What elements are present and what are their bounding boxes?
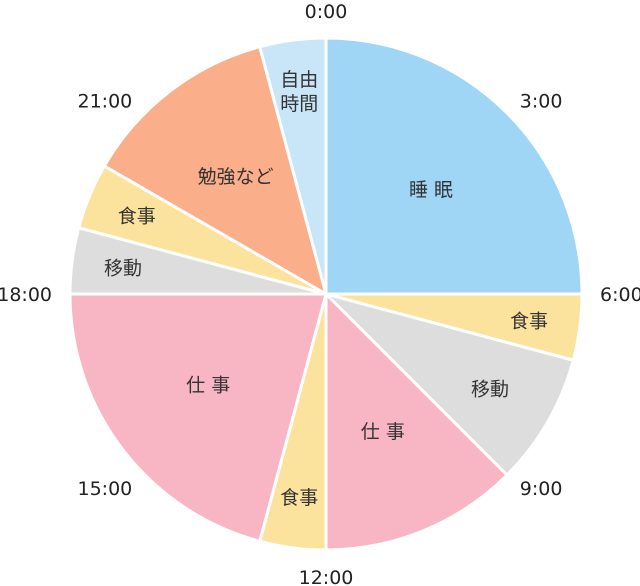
pie-slices: [68, 36, 584, 552]
slice-label: 自由時間: [280, 69, 318, 115]
hour-label: 15:00: [77, 478, 132, 500]
pie-slice: [68, 292, 328, 543]
pie-slice: [324, 292, 509, 552]
hour-label: 9:00: [520, 478, 563, 500]
slice-label: 仕 事: [361, 421, 405, 443]
slice-label: 移動: [104, 257, 142, 279]
hour-label: 3:00: [520, 90, 563, 112]
pie-slice: [324, 36, 584, 296]
pie-slice: [258, 36, 328, 296]
slice-label: 睡 眠: [409, 179, 453, 201]
slice-label: 仕 事: [186, 374, 230, 396]
slice-label: 食事: [280, 487, 318, 509]
slice-label: 移動: [471, 379, 509, 401]
hour-label: 18:00: [0, 284, 52, 306]
hour-label: 21:00: [77, 90, 132, 112]
slice-label: 勉強など: [198, 166, 274, 188]
hour-label: 0:00: [305, 1, 348, 23]
slice-label: 食事: [118, 206, 156, 228]
hour-label: 12:00: [299, 567, 354, 586]
pie-slice: [324, 292, 575, 477]
slice-label: 食事: [510, 311, 548, 333]
hour-label: 6:00: [600, 284, 640, 306]
pie-slice: [102, 45, 328, 296]
